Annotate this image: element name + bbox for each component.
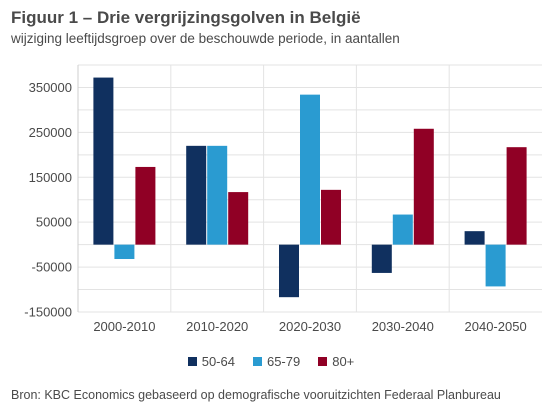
bar-50-64-2030-2040 xyxy=(371,244,392,273)
axes: 350000 250000 150000 50000 -50000 -150000 2000… xyxy=(24,65,527,334)
chart-title: Figuur 1 – Drie vergrijzingsgolven in Be… xyxy=(11,8,361,27)
bar-50-64-2010-2020 xyxy=(186,145,207,245)
y-tick-label: 250000 xyxy=(29,125,72,140)
legend-swatch-80-plus xyxy=(318,357,328,366)
bar-50-64-2000-2010 xyxy=(93,77,114,245)
bars xyxy=(93,77,527,298)
x-tick-label: 2020-2030 xyxy=(279,319,341,334)
bar-65-79-2000-2010 xyxy=(114,244,135,260)
y-tick-label: 350000 xyxy=(29,80,72,95)
bar-65-79-2040-2050 xyxy=(485,244,506,287)
legend: 50-64 65-79 80+ xyxy=(0,354,542,369)
legend-label-65-79: 65-79 xyxy=(266,354,301,369)
x-tick-label: 2030-2040 xyxy=(372,319,434,334)
x-tick-label: 2000-2010 xyxy=(93,319,155,334)
x-tick-label: 2010-2020 xyxy=(186,319,248,334)
legend-label-50-64: 50-64 xyxy=(201,354,235,369)
y-tick-label: -50000 xyxy=(32,260,72,275)
y-tick-label: 50000 xyxy=(36,215,72,230)
y-tick-label: 150000 xyxy=(29,170,72,185)
bar-65-79-2010-2020 xyxy=(207,145,228,245)
legend-item-50-64: 50-64 xyxy=(187,354,235,369)
bar-80-plus-2030-2040 xyxy=(413,128,434,245)
bar-50-64-2020-2030 xyxy=(279,244,299,298)
legend-label-80-plus: 80+ xyxy=(332,354,355,369)
bar-80-plus-2020-2030 xyxy=(321,189,341,245)
bar-80-plus-2010-2020 xyxy=(228,192,249,245)
chart-subtitle: wijziging leeftijdsgroep over de beschou… xyxy=(11,31,400,46)
legend-swatch-65-79 xyxy=(252,357,262,366)
bar-50-64-2040-2050 xyxy=(464,231,485,245)
bar-80-plus-2040-2050 xyxy=(506,147,527,245)
bar-80-plus-2000-2010 xyxy=(135,166,156,245)
legend-swatch-50-64 xyxy=(187,357,197,366)
bar-65-79-2030-2040 xyxy=(392,214,413,245)
legend-item-80-plus: 80+ xyxy=(318,354,354,369)
y-tick-label: -150000 xyxy=(24,305,72,320)
legend-item-65-79: 65-79 xyxy=(252,354,301,369)
bar-65-79-2020-2030 xyxy=(300,94,320,245)
source-note: Bron: KBC Economics gebaseerd op demogra… xyxy=(11,388,501,402)
x-tick-label: 2040-2050 xyxy=(465,319,527,334)
